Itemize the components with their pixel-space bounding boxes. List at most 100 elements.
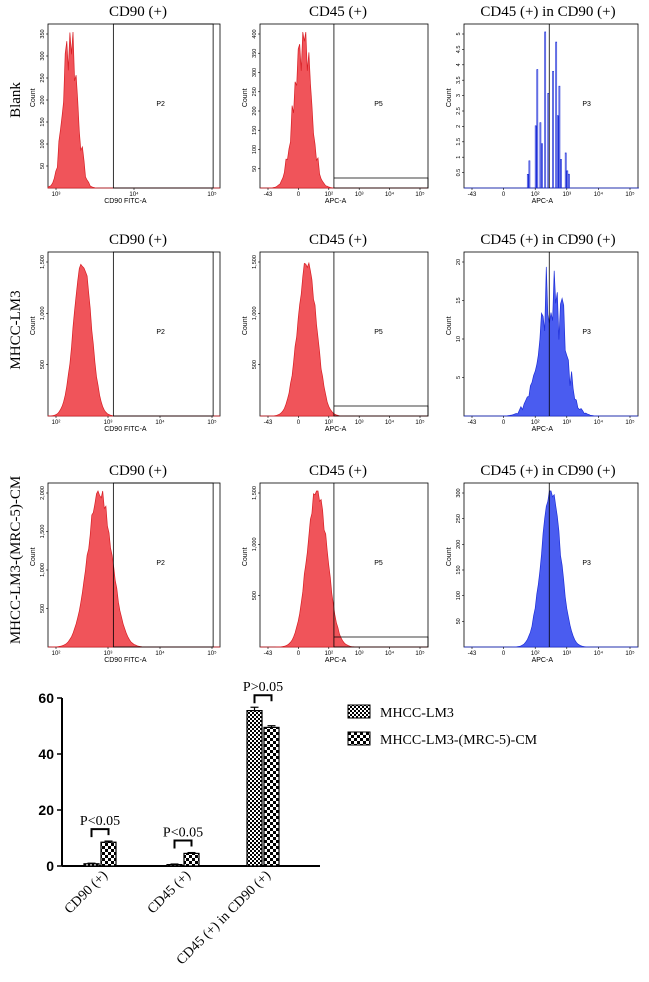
gate-p5 xyxy=(333,24,429,189)
y-tick-label: 1,500 xyxy=(40,255,46,269)
gate-label: P2 xyxy=(156,101,165,108)
legend-label: MHCC-LM3 xyxy=(380,706,454,721)
x-tick-label: 10⁴ xyxy=(594,650,604,657)
y-tick-label: 3.5 xyxy=(456,76,462,84)
y-tick-label: 150 xyxy=(252,126,258,135)
y-axis-label: Count xyxy=(30,316,37,335)
x-tick-label: 0 xyxy=(297,651,301,657)
y-tick-label: 50 xyxy=(456,618,462,624)
col-title-cd90: CD90 (+) xyxy=(109,463,167,479)
y-tick-label: 50 xyxy=(252,166,258,172)
histogram-panel: P5 Count 500 1,000 1,500 -43 0 10² 10³ 10⁴ 10⁵ APC-… xyxy=(242,251,429,433)
y-tick-label: 4.5 xyxy=(456,46,462,54)
col-title-cd45-in-cd90: CD45 (+) in CD90 (+) xyxy=(480,463,615,479)
bar-mhcc-lm3 xyxy=(83,863,100,867)
x-tick-label: 0 xyxy=(502,651,506,657)
y-tick-label: 20 xyxy=(456,259,462,265)
x-axis-label: CD90 FITC-A xyxy=(104,426,147,433)
bar-y-tick-label: 20 xyxy=(38,802,54,818)
x-tick-label: 10³ xyxy=(104,420,113,426)
y-axis-label: Count xyxy=(446,316,453,335)
significance-bracket xyxy=(173,839,193,849)
y-tick-label: 200 xyxy=(40,95,46,104)
x-tick-label: 10² xyxy=(52,420,61,426)
x-tick-label: 10² xyxy=(52,651,61,657)
x-tick-label: 10² xyxy=(324,420,333,426)
y-tick-label: 5 xyxy=(456,376,462,379)
y-tick-label: 250 xyxy=(252,87,258,96)
x-axis-label: APC-A xyxy=(532,657,554,664)
y-tick-label: 15 xyxy=(456,297,462,303)
y-tick-label: 1.5 xyxy=(456,138,462,146)
y-tick-label: 250 xyxy=(456,514,462,523)
col-title-cd45: CD45 (+) xyxy=(309,232,367,248)
y-tick-label: 2.5 xyxy=(456,107,462,115)
x-tick-label: 10³ xyxy=(562,651,571,657)
x-tick-label: -43 xyxy=(264,192,273,198)
y-axis-label: Count xyxy=(242,88,249,107)
x-tick-label: 10⁵ xyxy=(207,419,217,426)
histogram-curve xyxy=(464,31,639,189)
y-tick-label: 400 xyxy=(252,29,258,38)
x-tick-label: 10³ xyxy=(562,420,571,426)
y-tick-label: 200 xyxy=(456,540,462,549)
col-title-cd45-in-cd90: CD45 (+) in CD90 (+) xyxy=(480,4,615,20)
row-label-mhcc-lm3-mrc5-cm: MHCC-LM3-(MRC-5)-CM xyxy=(8,476,24,644)
gate-label: P3 xyxy=(582,101,591,108)
x-axis-label: CD90 FITC-A xyxy=(104,198,147,205)
gate-label: P3 xyxy=(582,329,591,336)
y-tick-label: 2 xyxy=(456,125,462,128)
x-tick-label: 10⁵ xyxy=(415,419,425,426)
histogram-panel: P5 Count 50 100 150 200 250 300 350 400 -43 0 10² 10³… xyxy=(242,23,429,205)
x-tick-label: 10⁵ xyxy=(207,191,217,198)
legend-swatch xyxy=(347,704,371,719)
x-tick-label: 10² xyxy=(531,651,540,657)
category-label: CD45 (+) xyxy=(145,868,194,917)
col-title-cd90: CD90 (+) xyxy=(109,232,167,248)
y-tick-label: 1,000 xyxy=(40,563,46,577)
y-tick-label: 100 xyxy=(40,139,46,148)
panel-frame xyxy=(259,251,429,417)
row-label-mhcc-lm3: MHCC-LM3 xyxy=(8,290,24,369)
bar-y-tick-label: 40 xyxy=(38,746,54,762)
y-tick-label: 350 xyxy=(40,29,46,38)
gate-p5 xyxy=(333,483,429,648)
x-tick-label: 10⁵ xyxy=(415,191,425,198)
x-tick-label: 10³ xyxy=(104,651,113,657)
histogram-panel: P3 Count 5 10 15 20 -43 0 10² 10³ 10⁴ 10⁵ APC-A xyxy=(446,251,639,433)
y-tick-label: 50 xyxy=(40,163,46,169)
col-title-cd90: CD90 (+) xyxy=(109,4,167,20)
x-tick-label: -43 xyxy=(468,651,477,657)
bar-mhcc-lm3-mrc5-cm xyxy=(263,726,280,867)
col-title-cd45: CD45 (+) xyxy=(309,4,367,20)
row-2-titles: CD90 (+) CD45 (+) CD45 (+) in CD90 (+) xyxy=(109,463,616,479)
x-tick-label: 10³ xyxy=(562,192,571,198)
legend-label: MHCC-LM3-(MRC-5)-CM xyxy=(380,733,538,748)
y-tick-label: 1,000 xyxy=(40,306,46,320)
bar-mhcc-lm3-mrc5-cm xyxy=(183,852,200,867)
gate-label: P3 xyxy=(582,560,591,567)
gate-p2 xyxy=(112,482,214,648)
x-tick-label: 10³ xyxy=(355,192,364,198)
y-axis-label: Count xyxy=(30,547,37,566)
bar-y-tick-label: 60 xyxy=(38,690,54,706)
x-tick-label: 10⁵ xyxy=(625,419,635,426)
x-tick-label: 10⁴ xyxy=(385,650,395,657)
histogram-panel: P5 Count 500 1,000 1,500 -43 0 10² 10³ 10⁴ 10⁵ APC-… xyxy=(242,482,429,664)
x-tick-label: 10³ xyxy=(355,420,364,426)
gate-label: P5 xyxy=(374,560,383,567)
y-tick-label: 300 xyxy=(252,68,258,77)
x-axis-label: APC-A xyxy=(532,198,554,205)
panel-frame xyxy=(463,23,639,189)
x-tick-label: -43 xyxy=(468,420,477,426)
y-tick-label: 2,000 xyxy=(40,486,46,500)
y-tick-label: 500 xyxy=(252,360,258,369)
x-tick-label: 10⁵ xyxy=(207,650,217,657)
x-tick-label: 10² xyxy=(324,651,333,657)
x-tick-label: 10² xyxy=(531,420,540,426)
y-axis-label: Count xyxy=(30,88,37,107)
x-tick-label: 10⁴ xyxy=(594,191,604,198)
y-tick-label: 1,000 xyxy=(252,306,258,320)
col-title-cd45: CD45 (+) xyxy=(309,463,367,479)
